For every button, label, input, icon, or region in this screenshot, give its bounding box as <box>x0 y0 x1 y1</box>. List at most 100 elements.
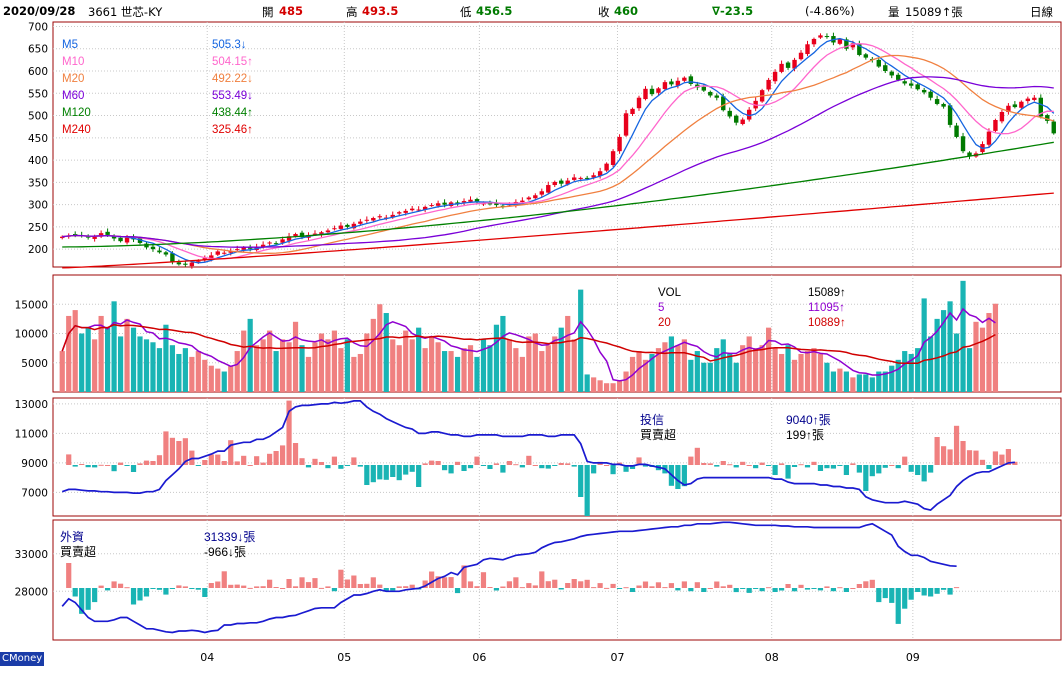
volume-bar <box>292 321 299 392</box>
volume-bar <box>889 365 895 392</box>
foreign-net-bar <box>117 583 124 588</box>
foreign-net-bar <box>746 588 752 593</box>
foreign-net-bar <box>694 582 700 588</box>
foreign-net-bar <box>92 588 98 603</box>
candle-body <box>578 177 583 179</box>
volume-bar <box>843 371 849 392</box>
brand-logo: CMoney <box>0 652 44 666</box>
legend-m120-value: 438.44↑ <box>212 107 253 119</box>
trust-net-bar <box>953 425 960 465</box>
close-value: 460 <box>614 4 639 18</box>
candle-body <box>721 96 726 111</box>
volume-bar <box>759 345 765 392</box>
volume-bar <box>766 327 772 392</box>
volume-bar <box>966 348 973 392</box>
foreign-net-bar <box>124 587 130 589</box>
candle-body <box>286 236 292 241</box>
trust-net-bar <box>539 465 545 469</box>
foreign-net-bar <box>79 588 85 614</box>
volume-bar <box>707 362 713 392</box>
foreign-net-bar <box>895 588 901 624</box>
legend-m60-name: M60 <box>62 90 84 102</box>
candle-body <box>73 234 78 236</box>
trust-net-bar <box>130 465 137 472</box>
volume-bar <box>908 353 914 392</box>
volume-bar <box>480 339 487 392</box>
candle-body <box>176 262 182 265</box>
volume-bar <box>143 339 150 392</box>
trust-net-bar <box>234 461 240 465</box>
foreign-net-bar <box>889 588 895 603</box>
trust-net-bar <box>72 465 78 467</box>
volume-bar <box>934 318 940 392</box>
volume-bar <box>753 348 759 392</box>
legend-m20-name: M20 <box>62 73 84 85</box>
trust-net-bar <box>273 451 279 465</box>
foreign-net-bar <box>279 588 286 589</box>
trust-tick-label: 7000 <box>21 487 48 499</box>
candle-body <box>1032 97 1037 100</box>
candle-body <box>98 233 104 237</box>
volume-bar <box>163 324 169 392</box>
trust-net-bar <box>830 465 837 469</box>
candle-body <box>332 228 337 230</box>
foreign-net-bar <box>370 577 376 588</box>
volume-bar <box>714 348 720 392</box>
trust-net-bar <box>519 465 525 468</box>
foreign-net-bar <box>493 588 500 591</box>
foreign-legend-name: 外資 <box>60 530 84 544</box>
candle-body <box>662 82 668 90</box>
trust-tick-label: 11000 <box>15 428 48 440</box>
trust-net-bar <box>357 465 363 467</box>
trust-net-bar <box>383 465 389 480</box>
foreign-net-bar <box>636 585 642 588</box>
volume-bar <box>111 301 117 392</box>
volume-bar <box>668 336 675 392</box>
volume-bar <box>837 368 843 392</box>
volume-bar <box>519 356 525 392</box>
foreign-net-bar <box>390 588 396 591</box>
foreign-net-bar <box>539 571 545 588</box>
foreign-net-bar <box>286 579 292 588</box>
period-label[interactable]: 日線 <box>1030 5 1053 19</box>
candle-body <box>377 216 382 218</box>
volume-bar <box>610 383 616 392</box>
candle-body <box>416 209 421 211</box>
volume-label: 量 <box>888 5 900 19</box>
volume-bar <box>791 359 798 392</box>
trust-net-bar <box>804 465 811 468</box>
trust-net-bar <box>591 465 597 474</box>
price-tick-label: 500 <box>28 111 48 123</box>
foreign-net-bar <box>519 587 525 589</box>
foreign-net-bar <box>532 585 538 588</box>
candle-body <box>442 202 447 205</box>
ma-line-m240 <box>62 192 1054 269</box>
foreign-net-bar <box>655 582 662 588</box>
trust-net-bar <box>811 461 817 465</box>
volume-bar <box>623 371 629 392</box>
candle-body <box>811 38 817 45</box>
candle-body <box>954 125 959 137</box>
volume-bar <box>986 313 992 392</box>
foreign-net-bar <box>409 584 415 588</box>
x-tick-label: 08 <box>765 651 779 664</box>
volume-bar <box>636 351 642 392</box>
trust-net-bar <box>454 461 461 465</box>
candle-body <box>552 181 557 186</box>
volume-bar <box>85 327 91 392</box>
trust-net-bar <box>98 464 104 466</box>
candle-body <box>390 214 395 218</box>
candle-body <box>403 210 408 213</box>
candle-body <box>623 113 629 136</box>
foreign-net-bar <box>928 588 934 597</box>
trust-net-bar <box>370 465 376 483</box>
foreign-net-bar <box>377 584 383 588</box>
candle-body <box>565 180 570 185</box>
x-tick-label: 04 <box>200 651 214 664</box>
foreign-net-bar <box>182 586 188 588</box>
ma-line-m120 <box>62 141 1054 248</box>
foreign-net-bar <box>480 572 487 588</box>
candle-body <box>863 54 869 58</box>
volume-bar <box>331 330 338 392</box>
